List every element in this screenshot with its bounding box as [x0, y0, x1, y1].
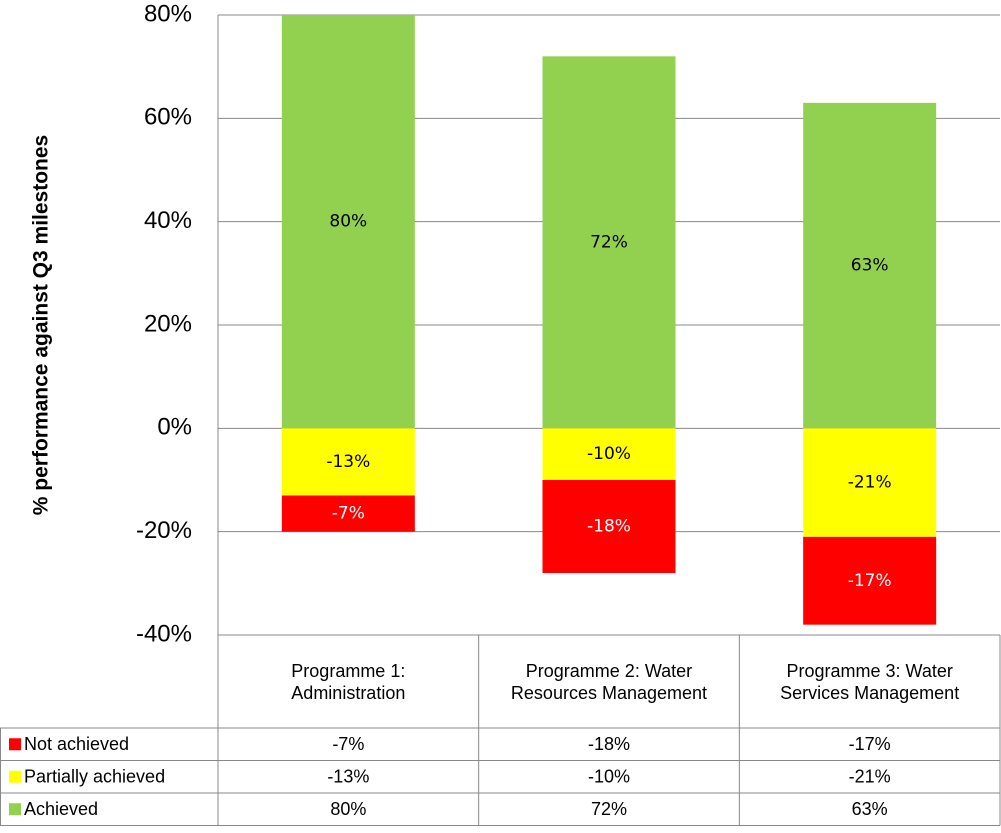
y-tick-label: 20%	[144, 310, 192, 337]
bar-segment	[281, 495, 415, 532]
bar-segment	[281, 15, 415, 429]
x-tick-label: Programme 2: Water Resources Management	[510, 660, 708, 703]
legend-swatch	[9, 770, 21, 783]
y-tick-label: -20%	[136, 517, 192, 544]
bar-segment	[803, 102, 937, 429]
legend-label: Not achieved	[24, 734, 129, 754]
data-label: -10%	[587, 444, 631, 464]
data-label: 63%	[851, 256, 889, 276]
table-cell: 72%	[591, 799, 627, 819]
category-cell: Programme 1: Administration	[291, 660, 406, 703]
data-label: -21%	[848, 473, 892, 493]
data-label: -13%	[326, 452, 370, 472]
y-axis-label: % performance against Q3 milestones	[30, 135, 53, 515]
table-cell: -7%	[332, 734, 364, 754]
legend-swatch	[9, 803, 21, 816]
table-cell: -10%	[588, 767, 630, 787]
data-label: -17%	[848, 571, 892, 591]
bar-segment	[803, 428, 937, 537]
y-tick-label: 60%	[144, 104, 192, 131]
y-tick-label: 80%	[144, 0, 192, 27]
bar-segment	[803, 536, 937, 625]
x-tick-label: Programme 1: Administration	[291, 660, 406, 703]
bar-segment	[542, 56, 676, 429]
y-tick-label: -40%	[136, 620, 192, 647]
table-cell: 63%	[852, 799, 888, 819]
category-cell: Programme 2: Water Resources Management	[510, 660, 708, 703]
bar-segment	[542, 480, 676, 573]
bar-segment	[542, 428, 676, 480]
table-cell: -13%	[327, 767, 369, 787]
table-cell: -17%	[849, 734, 891, 754]
data-label: 80%	[329, 212, 367, 232]
table-cell: 80%	[330, 799, 366, 819]
legend-label: Partially achieved	[24, 767, 165, 787]
legend-label: Achieved	[24, 799, 98, 819]
y-tick-label: 0%	[157, 414, 192, 441]
data-label: -18%	[587, 517, 631, 537]
y-tick-label: 40%	[144, 207, 192, 234]
legend-swatch	[9, 738, 21, 751]
x-tick-label: Programme 3: Water Services Management	[780, 660, 960, 703]
bar-segment	[281, 428, 415, 496]
data-label: -7%	[332, 504, 365, 524]
category-cell: Programme 3: Water Services Management	[780, 660, 960, 703]
table-cell: -18%	[588, 734, 630, 754]
table-cell: -21%	[849, 767, 891, 787]
data-label: 72%	[590, 232, 628, 252]
